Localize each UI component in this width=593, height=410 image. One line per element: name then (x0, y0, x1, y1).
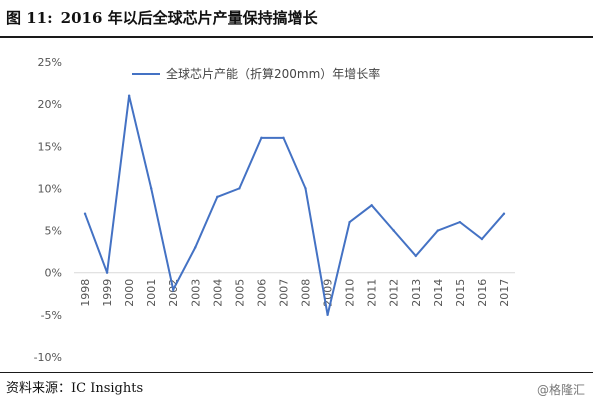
y-tick-label: 25% (38, 56, 62, 69)
x-tick-label: 2001 (145, 279, 158, 307)
data-points (83, 94, 506, 317)
data-point (436, 229, 440, 232)
y-axis-ticks: 25% 20% 15% 10% 5% 0% -5% -10% (34, 56, 62, 364)
x-axis-ticks: 1998 1999 2000 2001 2002 2003 2004 2005 2006 2007… (79, 279, 511, 307)
y-tick-label: 20% (38, 98, 62, 111)
data-point (194, 246, 197, 249)
data-point (502, 212, 506, 215)
data-point (480, 237, 484, 241)
x-tick-label: 2004 (211, 279, 224, 307)
x-tick-label: 2010 (344, 279, 357, 307)
source-note: 资料来源：IC Insights (6, 381, 144, 396)
y-tick-label: 5% (45, 225, 62, 238)
x-tick-label: 2006 (255, 279, 268, 307)
series-line (84, 95, 505, 316)
x-tick-label: 2013 (410, 279, 423, 307)
x-tick-label: 2017 (498, 279, 511, 307)
x-tick-label: 2015 (454, 279, 467, 307)
figure-title: 2016 年以后全球芯片产量保持搞增长 (60, 8, 318, 27)
data-point (304, 187, 307, 190)
legend-label: 全球芯片产能（折算200mm）年增长率 (166, 66, 380, 81)
x-tick-label: 2002 (167, 279, 180, 307)
data-point (260, 136, 263, 140)
data-point (172, 288, 175, 291)
bottom-rule (0, 372, 593, 373)
y-tick-label: 15% (38, 140, 62, 153)
legend: 全球芯片产能（折算200mm）年增长率 (132, 66, 380, 81)
y-tick-label: 0% (45, 267, 62, 280)
x-tick-label: 2011 (366, 279, 379, 307)
x-tick-label: 2014 (432, 279, 445, 307)
figure-label: 图 11: (6, 8, 53, 27)
y-tick-label: -5% (41, 309, 62, 322)
x-tick-label: 2008 (300, 279, 313, 307)
data-point (127, 94, 131, 97)
x-tick-label: 2012 (388, 279, 401, 307)
data-point (414, 254, 417, 258)
data-point (216, 195, 219, 199)
data-point (370, 204, 373, 207)
x-tick-label: 2003 (189, 279, 202, 307)
x-tick-label: 1998 (79, 279, 92, 307)
y-tick-label: 10% (38, 182, 62, 195)
data-point (149, 187, 153, 190)
top-rule (0, 36, 593, 38)
data-point (458, 220, 462, 224)
data-point (348, 220, 351, 224)
data-point (105, 271, 109, 274)
data-point (238, 187, 241, 190)
x-tick-label: 2007 (277, 279, 290, 307)
y-tick-label: -10% (34, 351, 62, 364)
figure-title-bar: 图 11: 2016 年以后全球芯片产量保持搞增长 (0, 0, 593, 34)
data-point (326, 313, 329, 317)
x-tick-label: 1999 (101, 279, 114, 307)
watermark: @格隆汇 (536, 383, 585, 397)
x-tick-label: 2000 (123, 279, 136, 307)
data-point (392, 229, 395, 232)
data-point (83, 212, 87, 215)
x-tick-label: 2005 (233, 279, 246, 307)
data-point (282, 136, 285, 140)
x-tick-label: 2016 (476, 279, 489, 307)
